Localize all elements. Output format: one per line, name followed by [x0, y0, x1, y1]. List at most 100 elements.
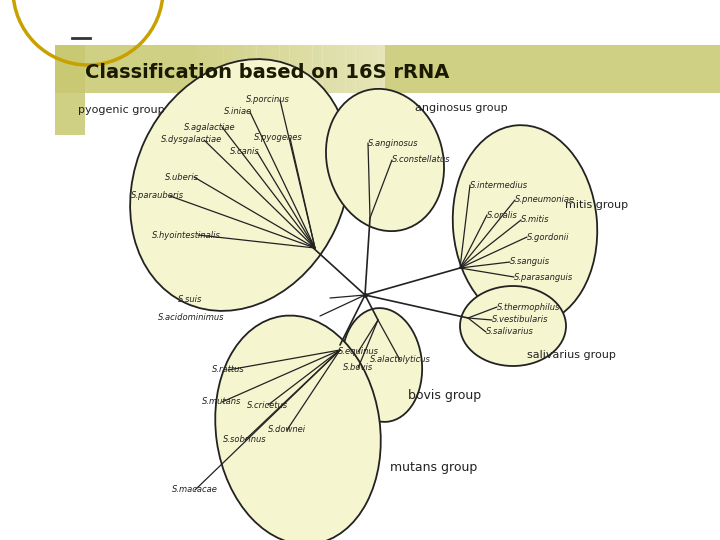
Text: salivarius group: salivarius group [527, 350, 616, 360]
Bar [339, 45, 342, 93]
Bar [269, 45, 273, 93]
Text: S.thermophilus: S.thermophilus [497, 302, 560, 312]
Bar [332, 45, 336, 93]
Bar [342, 45, 346, 93]
Ellipse shape [130, 59, 350, 311]
Bar [266, 45, 270, 93]
Bar [187, 45, 191, 93]
Bar [184, 45, 187, 93]
Bar [204, 45, 207, 93]
Bar [194, 45, 197, 93]
Text: S.pneumoniae: S.pneumoniae [515, 195, 575, 205]
Text: S.mutans: S.mutans [202, 397, 242, 407]
Bar [325, 45, 329, 93]
Bar [217, 45, 220, 93]
Bar [141, 45, 144, 93]
Bar [210, 45, 214, 93]
Text: S.mitis: S.mitis [521, 215, 549, 225]
Bar [292, 45, 296, 93]
Bar [154, 45, 158, 93]
Text: S.anginosus: S.anginosus [368, 138, 418, 147]
Text: S.pyogenes: S.pyogenes [253, 133, 302, 143]
Text: S.sanguis: S.sanguis [510, 258, 550, 267]
Text: S.downei: S.downei [268, 426, 306, 435]
Bar [286, 45, 289, 93]
Bar [150, 45, 154, 93]
Bar [55, 45, 85, 135]
Bar [283, 45, 287, 93]
Bar [289, 45, 293, 93]
Text: S.intermedius: S.intermedius [470, 180, 528, 190]
Text: S.hyointestinalis: S.hyointestinalis [152, 231, 220, 240]
Bar [382, 45, 385, 93]
Bar [75, 45, 78, 93]
Bar [134, 45, 138, 93]
Bar [300, 45, 302, 93]
Text: S.equinus: S.equinus [338, 348, 379, 356]
Bar [94, 45, 98, 93]
Bar [164, 45, 167, 93]
Bar [81, 45, 85, 93]
Bar [263, 45, 266, 93]
Bar [157, 45, 161, 93]
Bar [62, 45, 65, 93]
Ellipse shape [215, 315, 381, 540]
Bar [233, 45, 237, 93]
Bar [243, 45, 246, 93]
Bar [227, 45, 230, 93]
Bar [273, 45, 276, 93]
Ellipse shape [453, 125, 598, 325]
Bar [55, 45, 720, 93]
Bar [223, 45, 227, 93]
Bar [230, 45, 233, 93]
Bar [372, 45, 375, 93]
Bar [117, 45, 121, 93]
Bar [306, 45, 310, 93]
Bar [181, 45, 184, 93]
Bar [279, 45, 283, 93]
Bar [207, 45, 210, 93]
Bar [336, 45, 339, 93]
Bar [91, 45, 95, 93]
Bar [362, 45, 365, 93]
Bar [161, 45, 164, 93]
Bar [236, 45, 240, 93]
Bar [379, 45, 382, 93]
Bar [144, 45, 148, 93]
Bar [375, 45, 379, 93]
Bar [197, 45, 200, 93]
Bar [190, 45, 194, 93]
Bar [355, 45, 359, 93]
Text: S.oralis: S.oralis [487, 211, 518, 219]
Text: bovis group: bovis group [408, 388, 481, 402]
Text: pyogenic group: pyogenic group [78, 105, 165, 115]
Ellipse shape [326, 89, 444, 231]
Bar [312, 45, 316, 93]
Text: S.porcinus: S.porcinus [246, 96, 290, 105]
Bar [98, 45, 102, 93]
Text: S.vestibularis: S.vestibularis [492, 315, 549, 325]
Bar [55, 45, 58, 93]
Bar [315, 45, 319, 93]
Text: Classification based on 16S rRNA: Classification based on 16S rRNA [85, 63, 449, 82]
Bar [200, 45, 204, 93]
Text: S.constellatus: S.constellatus [392, 156, 451, 165]
Text: S.sobrinus: S.sobrinus [223, 435, 267, 444]
Ellipse shape [460, 286, 566, 366]
Bar [323, 45, 325, 93]
Bar [68, 45, 72, 93]
Bar [78, 45, 81, 93]
Bar [250, 45, 253, 93]
Bar [253, 45, 256, 93]
Bar [131, 45, 135, 93]
Bar [369, 45, 372, 93]
Text: S.parasanguis: S.parasanguis [514, 273, 573, 281]
Bar [329, 45, 333, 93]
Bar [365, 45, 369, 93]
Bar [125, 45, 128, 93]
Bar [260, 45, 263, 93]
Bar [58, 45, 62, 93]
Bar [148, 45, 151, 93]
Bar [167, 45, 171, 93]
Text: S.bovis: S.bovis [343, 363, 373, 373]
